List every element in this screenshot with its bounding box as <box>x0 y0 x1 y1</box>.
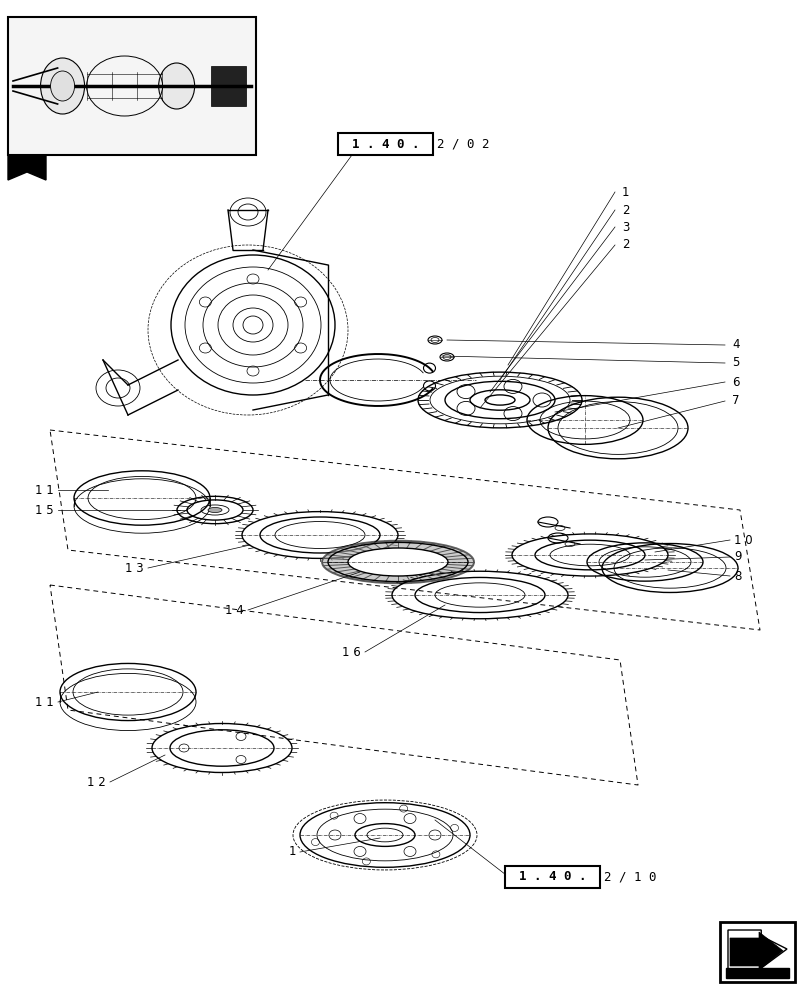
Text: 1: 1 <box>621 186 629 199</box>
Text: 1 1: 1 1 <box>35 484 54 496</box>
FancyBboxPatch shape <box>719 922 794 982</box>
Text: 1 0: 1 0 <box>733 534 752 546</box>
Text: 1 6: 1 6 <box>341 646 361 658</box>
Text: 1 4: 1 4 <box>225 603 243 616</box>
Text: 5: 5 <box>731 357 739 369</box>
Ellipse shape <box>348 548 448 576</box>
Text: 1 2: 1 2 <box>87 776 106 788</box>
Ellipse shape <box>41 58 84 114</box>
Text: 6: 6 <box>731 375 739 388</box>
Polygon shape <box>727 930 786 974</box>
Ellipse shape <box>322 541 474 583</box>
Text: 2 / 1 0: 2 / 1 0 <box>603 870 655 884</box>
Text: 1 1: 1 1 <box>35 696 54 708</box>
Text: 4: 4 <box>731 338 739 352</box>
Text: 1: 1 <box>288 845 296 858</box>
Bar <box>725 968 788 978</box>
Text: 3: 3 <box>621 221 629 234</box>
Ellipse shape <box>208 507 221 513</box>
Bar <box>211 66 246 106</box>
Text: 1 5: 1 5 <box>36 504 54 516</box>
Text: 2: 2 <box>621 204 629 217</box>
Text: 9: 9 <box>733 550 740 564</box>
Polygon shape <box>8 155 46 180</box>
Text: 2 / 0 2: 2 / 0 2 <box>436 138 489 151</box>
FancyBboxPatch shape <box>504 866 599 888</box>
Polygon shape <box>729 932 782 970</box>
Text: 1 3: 1 3 <box>125 562 144 574</box>
Text: 2: 2 <box>621 238 629 251</box>
Text: 7: 7 <box>731 394 739 408</box>
Ellipse shape <box>158 63 195 109</box>
Text: 8: 8 <box>733 570 740 582</box>
FancyBboxPatch shape <box>337 133 432 155</box>
FancyBboxPatch shape <box>8 17 255 155</box>
Text: 1 . 4 0 .: 1 . 4 0 . <box>518 870 586 884</box>
Ellipse shape <box>50 71 75 101</box>
Text: 1 . 4 0 .: 1 . 4 0 . <box>351 138 418 151</box>
